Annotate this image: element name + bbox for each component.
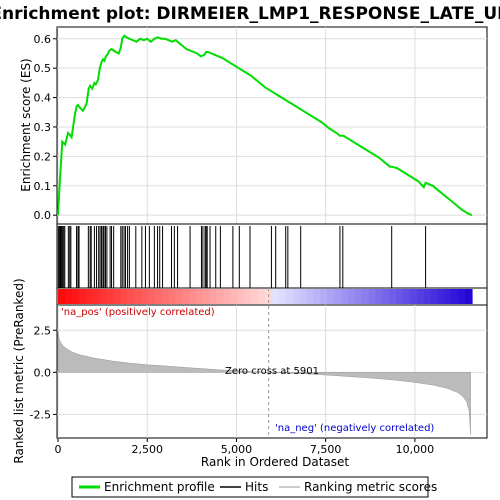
color-bar-band	[403, 289, 411, 304]
es-y-ticks: 0.0 0.1 0.2 0.3 0.4 0.5 0.6	[34, 33, 57, 222]
color-bar-band	[306, 289, 314, 304]
color-bar-band	[382, 289, 390, 304]
color-bar-band	[133, 289, 142, 304]
x-tick-label: 2,500	[131, 443, 163, 456]
color-bar-band	[409, 289, 418, 304]
color-bar-band	[465, 289, 473, 304]
hits-panel-frame	[56, 223, 488, 289]
color-bar-band	[361, 289, 370, 304]
metric-tick-label: 2.5	[34, 324, 52, 337]
color-bar-band	[58, 289, 66, 304]
color-bar-band	[230, 289, 238, 304]
es-tick-label: 0.3	[34, 121, 52, 134]
color-bar-band	[64, 289, 73, 304]
color-bar-band	[451, 289, 459, 304]
color-bar-band	[251, 289, 259, 304]
color-bar-band	[285, 289, 294, 304]
color-bar-band	[340, 289, 349, 304]
color-bar-band	[237, 289, 245, 304]
legend-hits-label: Hits	[245, 480, 268, 494]
color-bar-band	[437, 289, 445, 304]
color-bar-band	[347, 289, 356, 304]
color-bar-band	[320, 289, 328, 304]
color-bar-band	[430, 289, 439, 304]
color-bar-band	[327, 289, 335, 304]
x-tick-label: 0	[55, 443, 62, 456]
color-bar-band	[416, 289, 425, 304]
color-bar-band	[154, 289, 163, 304]
color-bar-band	[278, 289, 287, 304]
legend-box	[71, 476, 429, 498]
es-tick-label: 0.6	[34, 33, 52, 46]
neg-correlated-label: 'na_neg' (negatively correlated)	[275, 423, 434, 434]
color-bar-band	[375, 289, 383, 304]
color-bar-band	[99, 289, 107, 304]
metric-tick-label: -2.5	[30, 408, 51, 421]
color-bar-band	[334, 289, 342, 304]
enrichment-profile-line	[57, 34, 473, 217]
color-bar-band	[271, 289, 280, 304]
es-tick-label: 0.5	[34, 62, 52, 75]
color-bar-band	[147, 289, 156, 304]
color-bar-band	[299, 289, 307, 304]
color-bar-band	[223, 289, 232, 304]
color-bar-band	[368, 289, 376, 304]
ranking-color-bar	[58, 289, 473, 304]
color-bar-band	[244, 289, 252, 304]
color-bar-band	[85, 289, 94, 304]
es-y-axis-label: Enrichment score (ES)	[19, 58, 33, 191]
color-bar-band	[182, 289, 190, 304]
chart-title: Enrichment plot: DIRMEIER_LMP1_RESPONSE_…	[0, 4, 500, 24]
color-bar-band	[92, 289, 100, 304]
color-bar-band	[444, 289, 452, 304]
x-tick-label: 10,000	[396, 443, 435, 456]
color-bar-band	[216, 289, 225, 304]
metric-x-ticks: 0 2,500 5,000 7,500 10,000	[55, 438, 435, 456]
color-bar-band	[106, 289, 114, 304]
es-tick-label: 0.1	[34, 180, 52, 193]
color-bar-band	[313, 289, 321, 304]
color-bar-band	[113, 289, 121, 304]
color-bar-band	[209, 289, 218, 304]
color-bar-band	[175, 289, 183, 304]
color-bar-band	[292, 289, 301, 304]
pos-correlated-label: 'na_pos' (positively correlated)	[61, 307, 215, 318]
es-tick-label: 0.0	[34, 209, 52, 222]
color-bar-band	[196, 289, 204, 304]
color-bar-band	[120, 289, 128, 304]
color-bar-band	[78, 289, 87, 304]
color-bar-band	[168, 289, 176, 304]
color-bar-band	[396, 289, 404, 304]
zero-cross-label: Zero cross at 5901	[225, 366, 319, 377]
es-tick-label: 0.4	[34, 92, 52, 105]
metric-tick-label: 0.0	[34, 366, 52, 379]
x-axis-label: Rank in Ordered Dataset	[201, 455, 349, 469]
color-bar-band	[189, 289, 197, 304]
color-bar-band	[458, 289, 466, 304]
metric-y-axis-label: Ranked list metric (PreRanked)	[12, 278, 26, 463]
legend-metric-label: Ranking metric scores	[304, 480, 437, 494]
color-bar-band	[71, 289, 80, 304]
es-tick-label: 0.2	[34, 150, 52, 163]
color-bar-band	[389, 289, 397, 304]
x-tick-label: 5,000	[221, 443, 253, 456]
color-bar-band	[354, 289, 363, 304]
ranking-metric-area	[57, 330, 471, 435]
x-tick-label: 7,500	[310, 443, 342, 456]
color-bar-band	[140, 289, 149, 304]
color-bar-band	[161, 289, 169, 304]
legend-enrichment-label: Enrichment profile	[104, 480, 215, 494]
metric-y-ticks: -2.5 0.0 2.5	[30, 324, 57, 421]
hits-marks	[57, 226, 427, 288]
color-bar-band	[127, 289, 135, 304]
color-bar-band	[423, 289, 432, 304]
es-panel-frame	[56, 26, 488, 225]
color-bar-band	[258, 289, 266, 304]
color-bar-band	[202, 289, 211, 304]
